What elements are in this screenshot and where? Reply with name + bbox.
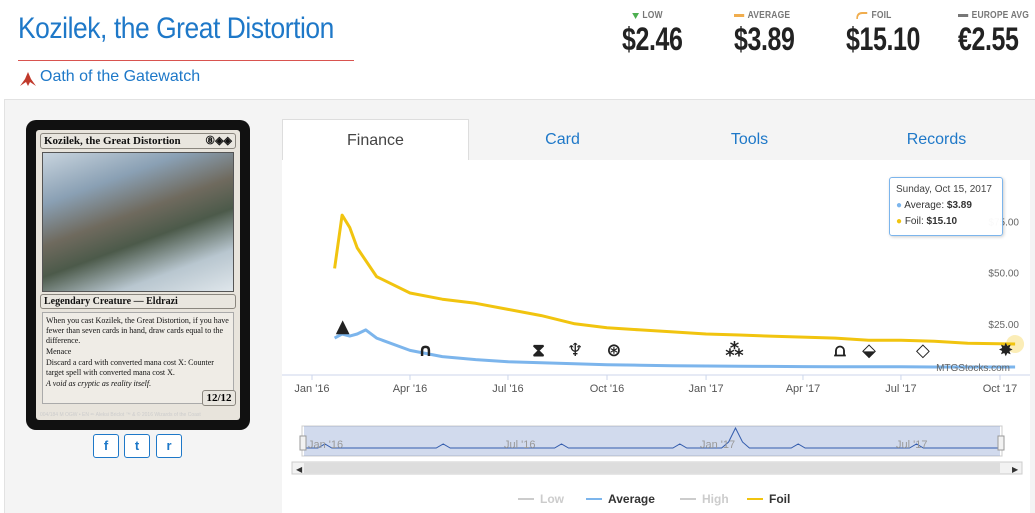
- card-flavor-text: A void as cryptic as reality itself.: [46, 379, 152, 388]
- tab-finance[interactable]: Finance: [282, 119, 469, 160]
- navigator-series: [304, 426, 1000, 449]
- foil-hover-marker: [1006, 335, 1025, 354]
- reddit-share-button[interactable]: r: [156, 434, 182, 458]
- navigator-box: [301, 425, 1003, 457]
- price-europe-label: EUROPE AVG: [971, 10, 1030, 21]
- mana-cost-icon: ⑧◈◈: [205, 135, 232, 147]
- tab-bar: Finance Card Tools Records: [282, 119, 1030, 160]
- triangle-down-icon: [632, 12, 639, 19]
- card-type-line: Legendary Creature — Eldrazi: [40, 294, 236, 309]
- card-name-bar: Kozilek, the Great Distortion ⑧◈◈: [40, 133, 236, 149]
- navigator-label: Jan '16: [308, 439, 343, 451]
- price-foil: FOIL $15.10: [846, 10, 941, 58]
- x-tick-label: Jul '16: [492, 383, 523, 395]
- price-foil-label: FOIL: [871, 10, 892, 21]
- akh-icon: ⩍: [834, 340, 846, 361]
- tab-card[interactable]: Card: [545, 131, 580, 148]
- dash-icon: [958, 14, 969, 17]
- emn-icon: ⧗: [532, 340, 545, 361]
- series-line-average: [333, 328, 1016, 369]
- facebook-icon: f: [103, 438, 109, 453]
- navigator-handle-right: [997, 435, 1005, 451]
- ogw-icon: ▲: [336, 316, 350, 337]
- price-low-label: LOW: [642, 10, 663, 21]
- card-image-name: Kozilek, the Great Distortion: [44, 135, 181, 147]
- y-tick-label: $25.00: [988, 320, 1019, 331]
- legend-high[interactable]: High: [680, 492, 729, 506]
- aer-icon: ⁂: [725, 340, 744, 361]
- title-underline: [18, 60, 354, 61]
- card-art: [42, 152, 234, 292]
- x-tick-label: Jan '17: [688, 383, 723, 395]
- facebook-share-button[interactable]: f: [93, 434, 119, 458]
- price-foil-value: $15.10: [846, 21, 921, 57]
- card-rules-text: When you cast Kozilek, the Great Distort…: [42, 312, 234, 404]
- card-power-toughness: 12/12: [202, 390, 236, 406]
- price-average: AVERAGE $3.89: [734, 10, 812, 58]
- price-low: LOW $2.46: [622, 10, 700, 58]
- series-line-foil: [333, 213, 1016, 346]
- soi-icon: ∩: [418, 340, 433, 361]
- mm3-icon: ⬙: [862, 340, 876, 361]
- tooltip-foil-value: $15.10: [926, 216, 958, 227]
- navigator-label: Jan '17: [700, 439, 735, 451]
- x-tick-label: Apr '16: [393, 383, 428, 395]
- x-tick-label: Apr '17: [786, 383, 821, 395]
- navigator-handle-left: [299, 435, 307, 451]
- foil-curve-icon: [856, 11, 868, 19]
- twitter-icon: t: [134, 438, 140, 453]
- price-low-value: $2.46: [622, 21, 683, 57]
- x-tick-label: Oct '17: [983, 383, 1018, 395]
- price-average-label: AVERAGE: [747, 10, 791, 21]
- chart-tooltip: Sunday, Oct 15, 2017 ● Average: $3.89 ● …: [889, 177, 1003, 236]
- y-tick-label: $50.00: [988, 269, 1019, 280]
- tab-records[interactable]: Records: [906, 131, 967, 148]
- set-name-link[interactable]: Oath of the Gatewatch: [40, 68, 201, 85]
- xln-icon: ✸: [998, 340, 1013, 361]
- tooltip-date: Sunday, Oct 15, 2017: [896, 184, 992, 195]
- tooltip-average-value: $3.89: [946, 200, 972, 211]
- watermark-text: MTGStocks.com: [936, 363, 1010, 374]
- price-europe: EUROPE AVG €2.55: [958, 10, 1035, 58]
- navigator-mask: [304, 426, 1000, 456]
- reddit-icon: r: [166, 438, 172, 453]
- card-face: Kozilek, the Great Distortion ⑧◈◈ Legenda…: [36, 130, 240, 420]
- page-header: Kozilek, the Great Distortion Oath of th…: [0, 0, 1035, 100]
- navigator-label: Jul '17: [896, 439, 927, 451]
- x-tick-label: Jan '16: [294, 383, 329, 395]
- price-europe-value: €2.55: [958, 21, 1019, 57]
- set-ogw-icon: [20, 72, 36, 86]
- tab-tools[interactable]: Tools: [730, 131, 769, 148]
- scroll-left-arrow-icon: ◀: [296, 465, 303, 474]
- scrollbar-thumb: [304, 463, 1000, 473]
- kld-icon: ⊛: [606, 340, 621, 361]
- x-tick-label: Jul '17: [885, 383, 916, 395]
- price-average-value: $3.89: [734, 21, 795, 57]
- card-title: Kozilek, the Great Distortion: [18, 12, 334, 45]
- legend-foil[interactable]: Foil: [747, 492, 790, 506]
- x-tick-label: Oct '16: [590, 383, 625, 395]
- y-tick-label: $75.00: [988, 217, 1019, 228]
- legend-average[interactable]: Average: [586, 492, 655, 506]
- navigator-label: Jul '16: [504, 439, 535, 451]
- price-chart[interactable]: $25.00 $50.00 $75.00 Jan '16 Apr '16 Jul '16 O…: [282, 160, 1030, 490]
- cn2-icon: ♆: [567, 340, 583, 361]
- dash-icon: [734, 14, 745, 17]
- twitter-share-button[interactable]: t: [124, 434, 150, 458]
- legend-low[interactable]: Low: [518, 492, 564, 506]
- scroll-right-arrow-icon: ▶: [1012, 465, 1019, 474]
- hou-icon: ◇: [916, 340, 930, 361]
- card-footer: 004/184 M OGW • EN ✏ Aleksi Briclot ™ & …: [40, 412, 201, 418]
